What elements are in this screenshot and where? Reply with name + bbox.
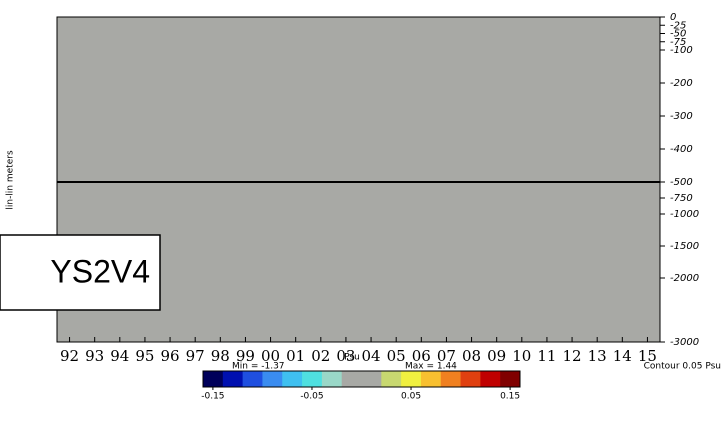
x-tick-label: 12 <box>563 347 582 365</box>
x-tick-label: 03 <box>336 347 355 365</box>
label-box-text: YS2V4 <box>50 253 150 289</box>
colorbar-cell <box>321 371 343 387</box>
x-tick-label: 11 <box>537 347 556 365</box>
x-tick-label: 05 <box>387 347 406 365</box>
y-tick-label: -75 <box>670 37 686 48</box>
x-tick-label: 98 <box>211 347 230 365</box>
colorbar-cell <box>440 371 462 387</box>
x-tick-label: 01 <box>286 347 305 365</box>
colorbar-cell <box>480 371 501 387</box>
colorbar-tick-label: 0.15 <box>500 392 520 402</box>
y-tick-label: -2000 <box>670 273 699 284</box>
colorbar-tick-label: -0.05 <box>300 392 323 402</box>
x-tick-label: 00 <box>261 347 280 365</box>
colorbar-tick-label: 0.05 <box>401 392 421 402</box>
colorbar-title: Psu <box>344 353 360 363</box>
colorbar-cell <box>302 371 323 387</box>
colorbar-cell <box>341 371 362 387</box>
colorbar-cell <box>282 371 303 387</box>
x-tick-label: 06 <box>412 347 431 365</box>
contour-label: Contour 0.05 Psu <box>644 362 721 372</box>
colorbar-cell <box>381 371 402 387</box>
colorbar-cell <box>460 371 481 387</box>
y-tick-label: 0 <box>670 12 676 23</box>
x-tick-label: 94 <box>110 347 129 365</box>
x-tick-label: 95 <box>135 347 154 365</box>
y-tick-label: -3000 <box>670 337 699 348</box>
colorbar-cell <box>361 371 382 387</box>
min-label: Min = -1.37 <box>232 362 285 372</box>
x-tick-label: 96 <box>161 347 180 365</box>
x-tick-label: 13 <box>588 347 607 365</box>
colorbar-cell <box>401 371 422 387</box>
colorbar-cell <box>203 371 224 387</box>
x-tick-label: 04 <box>362 347 381 365</box>
x-tick-label: 93 <box>85 347 104 365</box>
y-tick-label: -1000 <box>670 209 699 220</box>
x-tick-label: 15 <box>638 347 657 365</box>
x-tick-label: 10 <box>512 347 531 365</box>
y-tick-label: -25 <box>670 20 686 31</box>
colorbar-tick-label: -0.15 <box>201 392 224 402</box>
x-tick-label: 09 <box>487 347 506 365</box>
y-tick-label: -750 <box>670 193 693 204</box>
x-tick-label: 97 <box>186 347 205 365</box>
colorbar-cell <box>262 371 283 387</box>
y-tick-label: -50 <box>670 29 686 40</box>
colorbar-cell <box>222 371 244 387</box>
max-label: Max = 1.44 <box>405 362 457 372</box>
colorbar-cell <box>500 371 521 387</box>
y-axis-label: lin-lin meters <box>6 150 16 210</box>
y-tick-label: -400 <box>670 144 693 155</box>
label-box <box>0 234 161 311</box>
x-tick-label: 14 <box>613 347 632 365</box>
x-tick-label: 07 <box>437 347 456 365</box>
y-tick-label: -200 <box>670 78 693 89</box>
colorbar-cell <box>420 371 442 387</box>
x-tick-label: 08 <box>462 347 481 365</box>
y-tick-label: -1500 <box>670 241 699 252</box>
plot-frame <box>56 16 661 343</box>
y-tick-label: -500 <box>670 177 693 188</box>
y-tick-label: -100 <box>670 45 693 56</box>
colorbar-frame <box>202 370 521 388</box>
y-tick-label: -300 <box>670 111 693 122</box>
x-tick-label: 99 <box>236 347 255 365</box>
colorbar-cell <box>242 371 263 387</box>
x-tick-label: 92 <box>60 347 79 365</box>
x-tick-label: 02 <box>311 347 330 365</box>
